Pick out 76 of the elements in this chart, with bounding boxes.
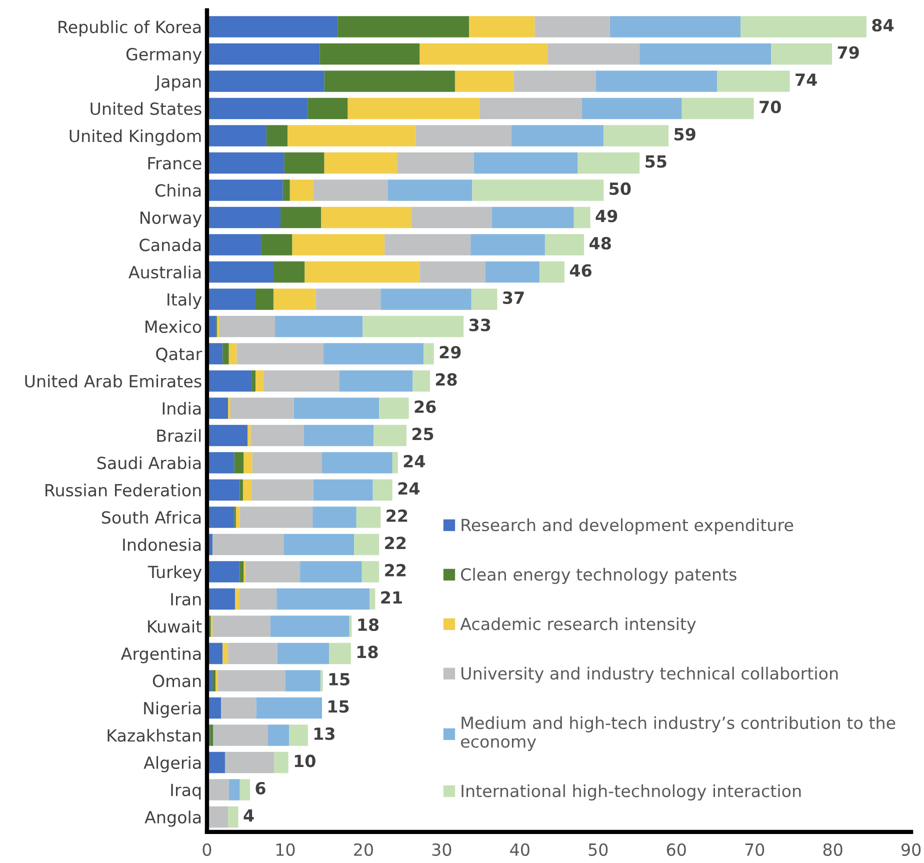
- x-tick-label: 80: [823, 843, 842, 856]
- total-label: 22: [385, 564, 406, 576]
- total-label: 18: [357, 646, 378, 658]
- total-label: 24: [398, 482, 420, 495]
- total-label: 55: [646, 155, 666, 168]
- y-tick-label: Argentina: [120, 647, 201, 664]
- legend-label: Research and development expenditure: [462, 518, 794, 535]
- y-tick-label: Iraq: [171, 784, 201, 800]
- y-tick-label: Germany: [126, 48, 202, 64]
- x-tick-label: 30: [432, 843, 452, 856]
- y-tick-label: Japan: [154, 75, 201, 92]
- total-label: 26: [414, 400, 436, 414]
- y-tick-label: Canada: [140, 238, 201, 252]
- y-tick-label: South Africa: [102, 510, 201, 524]
- legend-label: Academic research intensity: [460, 617, 696, 634]
- y-tick-label: Nigeria: [144, 702, 201, 718]
- total-label: 25: [412, 428, 434, 440]
- x-tick-label: 50: [588, 843, 608, 856]
- x-tick-label: 10: [276, 843, 295, 856]
- total-label: 24: [404, 454, 425, 468]
- y-tick-label: Indonesia: [123, 538, 201, 552]
- total-label: 10: [294, 754, 316, 768]
- total-label: 4: [244, 809, 254, 822]
- x-tick-label: 90: [902, 843, 921, 856]
- y-tick-label: Angola: [144, 810, 201, 827]
- total-label: 59: [674, 128, 696, 141]
- total-label: 15: [329, 673, 350, 686]
- y-tick-label: Norway: [140, 212, 202, 228]
- total-label: 84: [872, 18, 894, 32]
- total-label: 70: [760, 100, 781, 114]
- total-label: 28: [436, 373, 457, 386]
- total-label: 48: [590, 236, 611, 250]
- total-label: 74: [796, 74, 817, 86]
- y-tick-label: Brazil: [157, 429, 201, 442]
- y-tick-label: Mexico: [146, 320, 202, 334]
- legend-label: University and industry technical collabortion: [462, 666, 838, 683]
- total-label: 18: [358, 618, 379, 632]
- y-tick-label: India: [162, 402, 201, 415]
- total-label: 22: [385, 536, 406, 550]
- y-tick-label: France: [148, 157, 202, 170]
- y-tick-label: Australia: [128, 266, 201, 279]
- y-tick-label: Kazakhstan: [108, 728, 201, 742]
- y-tick-label: Turkey: [148, 565, 202, 582]
- total-label: 50: [610, 182, 631, 196]
- y-tick-label: Kuwait: [148, 620, 202, 633]
- total-label: 37: [503, 291, 524, 304]
- total-label: 79: [838, 46, 859, 59]
- y-tick-label: Saudi Arabia: [97, 456, 201, 470]
- y-tick-label: Oman: [152, 674, 201, 688]
- y-tick-label: United States: [90, 102, 202, 116]
- y-tick-label: Republic of Korea: [58, 20, 201, 37]
- total-label: 21: [381, 591, 402, 604]
- x-tick-label: 60: [666, 843, 686, 856]
- total-label: 49: [596, 210, 618, 222]
- total-label: 46: [570, 264, 592, 277]
- legend-label: International high-technology interaction: [462, 784, 801, 800]
- y-tick-label: China: [155, 184, 201, 197]
- legend-label: Medium and high-tech industry’s contribution to the economy: [461, 716, 896, 752]
- y-tick-label: Qatar: [156, 348, 202, 362]
- x-tick-label: 70: [745, 843, 764, 856]
- x-tick-label: 0: [202, 843, 212, 856]
- total-label: 13: [314, 727, 334, 740]
- legend-label: Clean energy technology patents: [461, 568, 736, 584]
- x-tick-label: 40: [510, 843, 530, 856]
- y-tick-label: Russian Federation: [46, 484, 201, 497]
- y-tick-label: United Kingdom: [70, 129, 201, 146]
- y-tick-label: United Arab Emirates: [25, 374, 202, 388]
- y-tick-label: Iran: [171, 593, 201, 606]
- total-label: 22: [386, 509, 408, 522]
- total-label: 15: [328, 700, 349, 713]
- y-tick-label: Algeria: [144, 756, 201, 772]
- y-tick-label: Italy: [168, 292, 202, 309]
- total-label: 33: [469, 318, 490, 332]
- total-label: 29: [440, 346, 461, 359]
- x-tick-label: 20: [354, 843, 373, 856]
- total-label: 6: [256, 782, 266, 795]
